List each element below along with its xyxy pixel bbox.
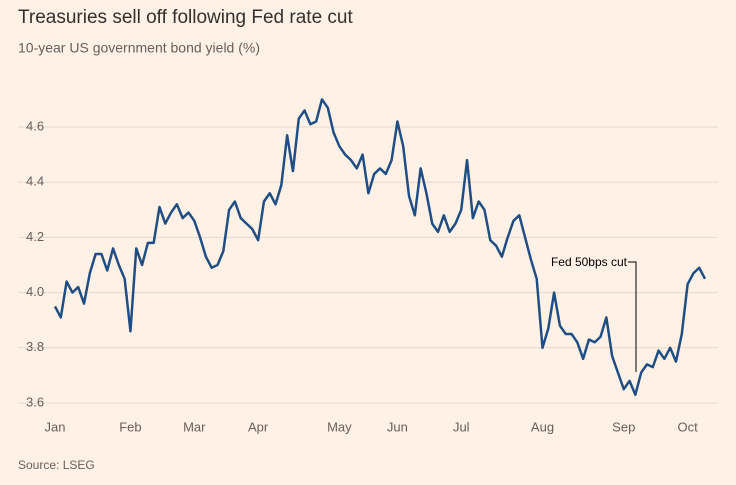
x-tick-label: Sep	[612, 419, 635, 434]
y-tick-label: 3.8	[26, 339, 44, 354]
x-tick-label: Mar	[183, 419, 206, 434]
y-tick-label: 4.0	[26, 284, 44, 299]
x-tick-label: Feb	[119, 419, 141, 434]
x-tick-label: Jul	[453, 419, 470, 434]
source: Source: LSEG	[18, 458, 95, 472]
x-tick-label: Jan	[45, 419, 66, 434]
y-tick-label: 4.2	[26, 229, 44, 244]
chart-title: Treasuries sell off following Fed rate c…	[18, 7, 353, 28]
annotation-leader	[628, 261, 637, 372]
x-tick-label: Jun	[387, 419, 408, 434]
x-tick-label: May	[327, 419, 352, 434]
x-tick-label: Oct	[677, 419, 698, 434]
y-tick-label: 3.6	[26, 394, 44, 409]
y-tick-label: 4.4	[26, 174, 44, 189]
line-series	[53, 98, 707, 396]
chart-subtitle: 10-year US government bond yield (%)	[18, 40, 260, 56]
y-tick-label: 4.6	[26, 118, 44, 133]
x-tick-label: Apr	[248, 419, 269, 434]
x-tick-label: Aug	[531, 419, 554, 434]
annotation: Fed 50bps cut	[551, 255, 628, 269]
